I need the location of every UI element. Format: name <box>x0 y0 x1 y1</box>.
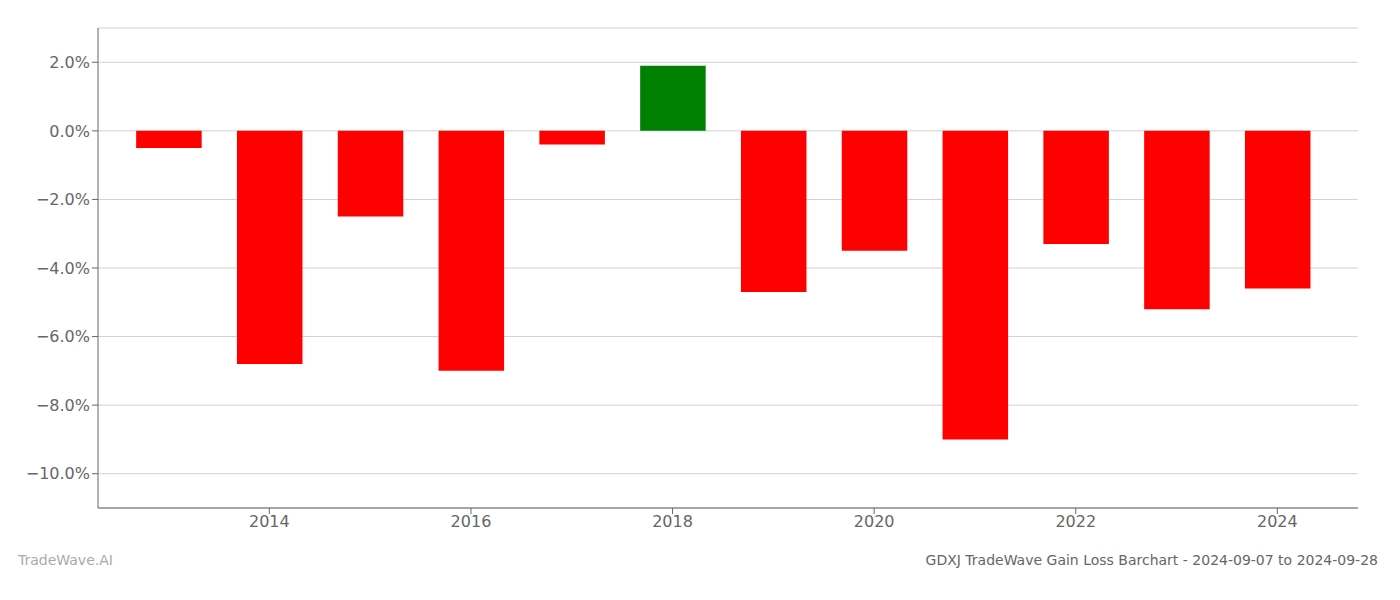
svg-text:−10.0%: −10.0% <box>26 464 90 483</box>
svg-text:2018: 2018 <box>652 512 693 531</box>
svg-text:−8.0%: −8.0% <box>36 396 90 415</box>
svg-text:0.0%: 0.0% <box>49 122 90 141</box>
html-text:GDXJ TradeWave Gain Loss Barch: GDXJ TradeWave Gain Loss Barchart - 2024… <box>925 552 1378 568</box>
svg-text:−2.0%: −2.0% <box>36 190 90 209</box>
svg-text:−4.0%: −4.0% <box>36 259 90 278</box>
svg-text:2024: 2024 <box>1257 512 1298 531</box>
svg-text:2014: 2014 <box>249 512 290 531</box>
html-text:TradeWave.AI: TradeWave.AI <box>18 552 113 568</box>
svg-text:−6.0%: −6.0% <box>36 327 90 346</box>
svg-text:2016: 2016 <box>451 512 492 531</box>
svg-text:2022: 2022 <box>1055 512 1096 531</box>
svg-text:2020: 2020 <box>854 512 895 531</box>
svg-text:2.0%: 2.0% <box>49 53 90 72</box>
